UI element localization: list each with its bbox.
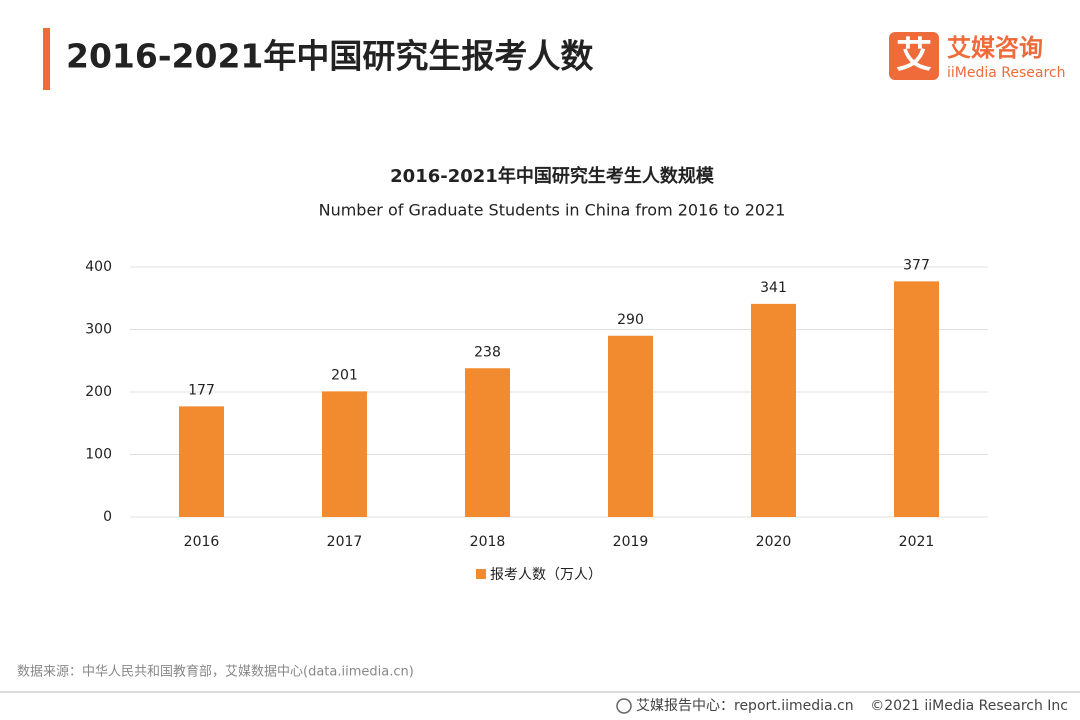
x-tick-label: 2019 [613, 534, 649, 550]
logo-name: 艾媒咨询 [947, 34, 1043, 62]
plot: 0 100 200 300 400 2016 2017 2018 2019 2020 2021 177… [85, 257, 988, 583]
logo-box [889, 32, 939, 80]
value-label: 341 [760, 280, 787, 296]
y-tick-label: 300 [85, 322, 112, 338]
x-tick-label: 2021 [899, 534, 935, 550]
x-tick-label: 2018 [470, 534, 506, 550]
logo-en: iiMedia Research [947, 65, 1066, 81]
bar [465, 368, 510, 517]
logo-mark: 艾 [896, 35, 932, 76]
y-tick-label: 100 [85, 447, 112, 463]
value-label: 377 [903, 257, 930, 273]
y-tick-label: 400 [85, 259, 112, 275]
legend-swatch [476, 569, 486, 579]
x-tick-label: 2016 [184, 534, 220, 550]
y-tick-label: 0 [103, 509, 112, 525]
bar [751, 303, 796, 517]
globe-icon [616, 698, 632, 714]
x-tick-label: 2020 [756, 534, 792, 550]
chart-title: 2016-2021年中国研究生考生人数规模 [390, 165, 715, 187]
x-tick-label: 2017 [327, 534, 363, 550]
footer-copyright: ©2021 iiMedia Research Inc [870, 698, 1068, 714]
bar [894, 281, 939, 517]
value-label: 201 [331, 367, 358, 383]
y-tick-label: 200 [85, 384, 112, 400]
bar [179, 406, 224, 517]
chart-subtitle: Number of Graduate Students in China fro… [319, 201, 786, 220]
value-label: 238 [474, 344, 501, 360]
page-title: 2016-2021年中国研究生报考人数 [66, 37, 594, 76]
bar [322, 391, 367, 517]
source: 数据来源：中华人民共和国教育部，艾媒数据中心(data.iimedia.cn) [17, 664, 414, 680]
value-label: 177 [188, 382, 215, 398]
bar [608, 335, 653, 517]
value-label: 290 [617, 312, 644, 328]
footer-report: 艾媒报告中心：report.iimedia.cn [636, 698, 854, 714]
legend-label: 报考人数（万人） [490, 567, 602, 583]
title-accent [43, 28, 50, 90]
